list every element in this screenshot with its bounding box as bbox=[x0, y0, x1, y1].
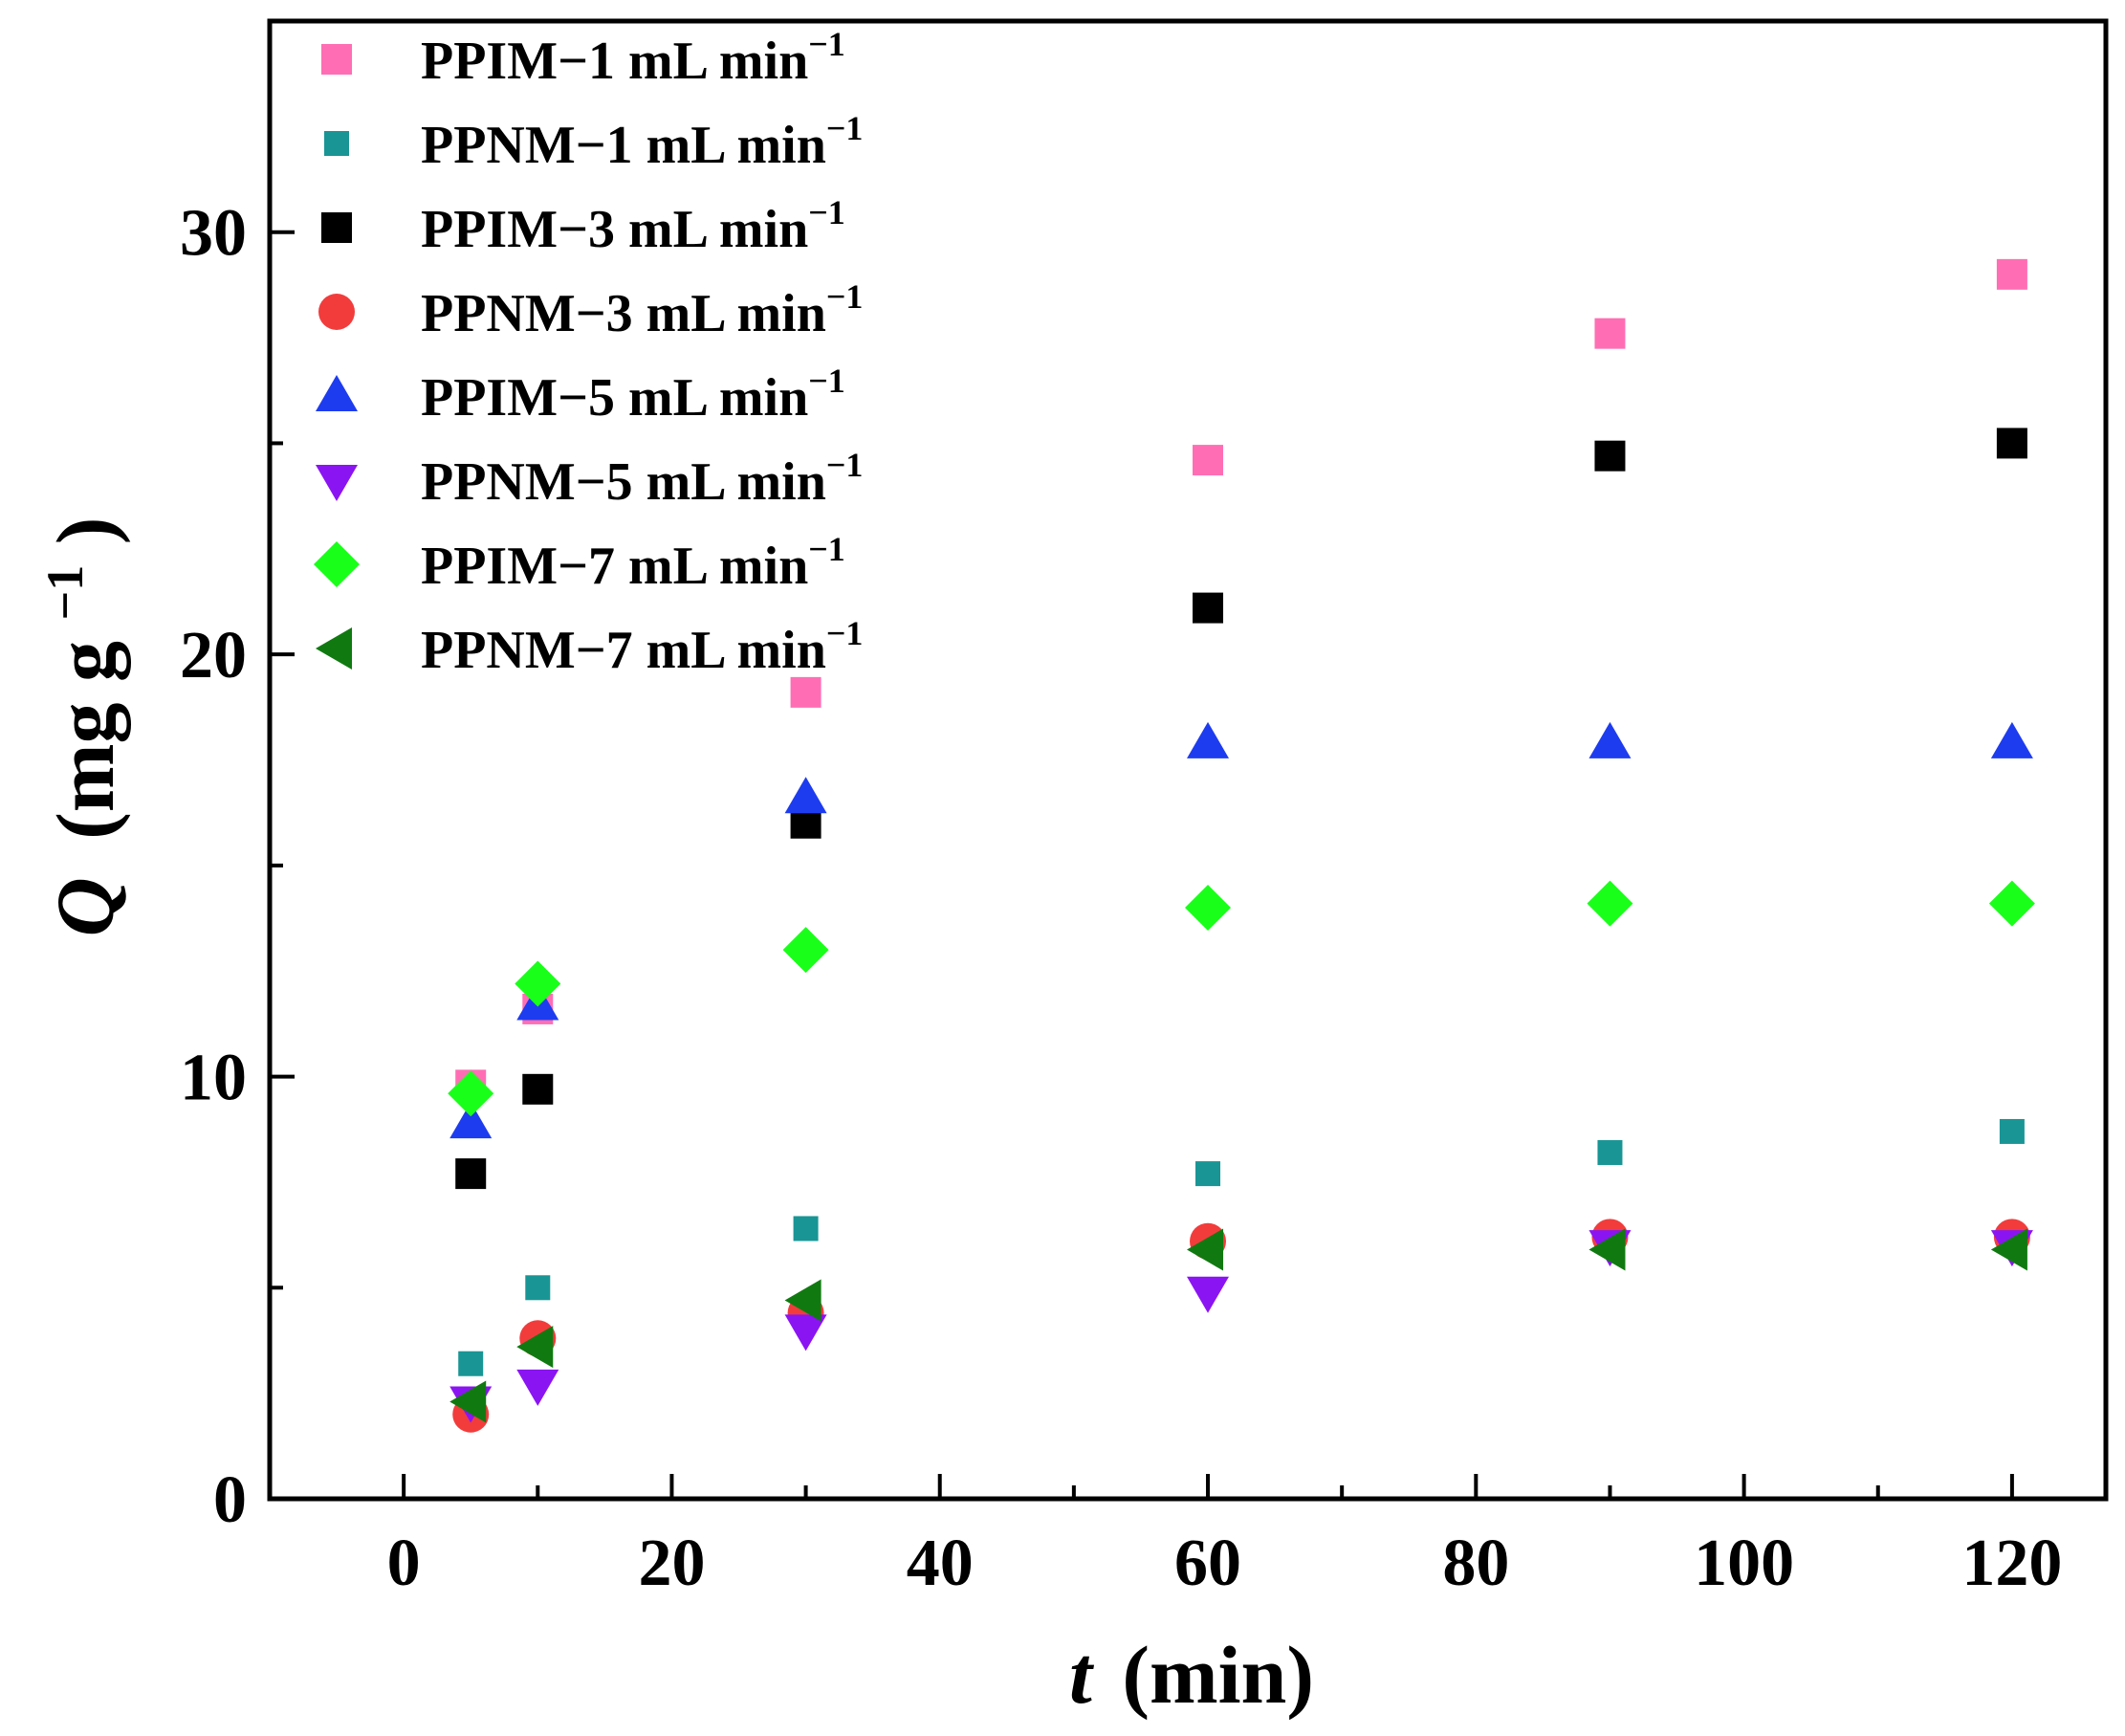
y-axis-title-text: (mg g bbox=[39, 641, 131, 840]
legend-marker-7 bbox=[314, 541, 360, 587]
y-tick-label-0: 0 bbox=[213, 1463, 247, 1537]
point-s1-60 bbox=[1193, 445, 1224, 476]
legend-marker-2 bbox=[324, 131, 349, 156]
legend-label-2: PPNM−1 mL min−1 bbox=[421, 109, 863, 175]
legend-item-7: PPIM−7 mL min−1 bbox=[314, 530, 845, 596]
x-tick-label-100: 100 bbox=[1694, 1527, 1794, 1600]
point-s7-30 bbox=[782, 927, 829, 974]
x-tick-label-0: 0 bbox=[387, 1527, 421, 1600]
y-axis-title-close: ) bbox=[39, 517, 131, 545]
legend-marker-6 bbox=[316, 465, 358, 501]
point-s7-120 bbox=[1988, 880, 2035, 927]
x-tick-label-80: 80 bbox=[1442, 1527, 1509, 1600]
point-s2-30 bbox=[793, 1216, 819, 1242]
legend-marker-8 bbox=[316, 627, 352, 670]
point-s2-60 bbox=[1195, 1161, 1221, 1187]
point-s1-120 bbox=[1996, 258, 2027, 290]
x-tick-label-120: 120 bbox=[1961, 1527, 2062, 1600]
data-markers bbox=[448, 258, 2035, 1433]
legend-marker-1 bbox=[321, 44, 352, 75]
point-s8-30 bbox=[784, 1279, 822, 1322]
point-s8-120 bbox=[1990, 1228, 2027, 1271]
point-s5-120 bbox=[1990, 721, 2033, 758]
legend-label-4: PPNM−3 mL min−1 bbox=[421, 277, 863, 343]
legend-item-6: PPNM−5 mL min−1 bbox=[316, 446, 863, 512]
y-axis-title-italic: Q bbox=[39, 877, 131, 936]
point-s3-90 bbox=[1594, 440, 1626, 472]
x-axis-ticks: 0 20 40 60 80 100 120 bbox=[387, 1474, 2062, 1600]
legend-label-8: PPNM−7 mL min−1 bbox=[421, 614, 863, 680]
legend-item-4: PPNM−3 mL min−1 bbox=[318, 277, 863, 343]
plot-frame bbox=[267, 18, 2109, 1502]
x-tick-label-20: 20 bbox=[638, 1527, 705, 1600]
point-s2-5 bbox=[458, 1351, 484, 1376]
point-s1-30 bbox=[790, 676, 822, 708]
legend-item-3: PPIM−3 mL min−1 bbox=[321, 193, 845, 259]
point-s5-30 bbox=[784, 777, 827, 814]
legend-label-5: PPIM−5 mL min−1 bbox=[421, 362, 845, 428]
legend-marker-3 bbox=[321, 212, 352, 243]
point-s3-120 bbox=[1996, 428, 2027, 459]
series-2 bbox=[458, 1118, 2025, 1376]
point-s3-60 bbox=[1193, 592, 1224, 624]
point-s3-10 bbox=[522, 1073, 554, 1105]
point-s7-90 bbox=[1587, 880, 1633, 927]
x-axis-title: t (min) bbox=[1069, 1629, 1314, 1721]
point-s8-60 bbox=[1187, 1228, 1224, 1271]
y-axis-title: Q (mg g −1 ) bbox=[9, 517, 131, 937]
point-s6-30 bbox=[784, 1314, 827, 1351]
x-tick-label-60: 60 bbox=[1174, 1527, 1241, 1600]
plot-border bbox=[267, 18, 2109, 1502]
point-s8-10 bbox=[516, 1326, 554, 1369]
point-s7-10 bbox=[515, 960, 561, 1007]
point-s7-5 bbox=[448, 1070, 494, 1117]
point-s8-5 bbox=[449, 1380, 487, 1423]
series-6 bbox=[449, 1230, 2033, 1423]
series-7 bbox=[448, 880, 2035, 1117]
point-s5-90 bbox=[1588, 721, 1632, 758]
point-s5-5 bbox=[449, 1102, 493, 1139]
series-5 bbox=[449, 721, 2033, 1139]
legend-marker-5 bbox=[316, 375, 358, 411]
point-s1-90 bbox=[1594, 318, 1626, 349]
point-s7-60 bbox=[1185, 885, 1232, 931]
legend-label-3: PPIM−3 mL min−1 bbox=[421, 193, 845, 259]
point-s6-10 bbox=[516, 1369, 559, 1406]
x-tick-label-40: 40 bbox=[907, 1527, 974, 1600]
series-8 bbox=[449, 1228, 2027, 1423]
point-s2-120 bbox=[1999, 1118, 2025, 1144]
x-axis-title-text: (min) bbox=[1122, 1629, 1314, 1721]
legend: PPIM−1 mL min−1 PPNM−1 mL min−1 PPIM−3 mL … bbox=[314, 25, 863, 680]
y-tick-label-20: 20 bbox=[180, 619, 247, 692]
legend-item-1: PPIM−1 mL min−1 bbox=[321, 25, 845, 91]
legend-item-5: PPIM−5 mL min−1 bbox=[316, 362, 845, 428]
point-s6-60 bbox=[1187, 1276, 1230, 1313]
point-s2-10 bbox=[525, 1275, 551, 1301]
legend-item-8: PPNM−7 mL min−1 bbox=[316, 614, 863, 680]
legend-label-7: PPIM−7 mL min−1 bbox=[421, 530, 845, 596]
y-axis-title-sup: −1 bbox=[36, 565, 94, 621]
y-tick-label-30: 30 bbox=[180, 197, 247, 271]
y-tick-label-10: 10 bbox=[180, 1042, 247, 1115]
legend-label-1: PPIM−1 mL min−1 bbox=[421, 25, 845, 91]
legend-marker-4 bbox=[318, 294, 355, 330]
point-s2-90 bbox=[1597, 1140, 1623, 1166]
legend-item-2: PPNM−1 mL min−1 bbox=[324, 109, 863, 175]
y-axis-ticks: 0 10 20 30 bbox=[180, 197, 295, 1537]
legend-label-6: PPNM−5 mL min−1 bbox=[421, 446, 863, 512]
point-s3-5 bbox=[455, 1158, 487, 1190]
point-s8-90 bbox=[1588, 1228, 1626, 1271]
series-4 bbox=[452, 1219, 2030, 1433]
x-axis-title-italic: t bbox=[1069, 1629, 1095, 1721]
point-s5-60 bbox=[1187, 721, 1230, 758]
